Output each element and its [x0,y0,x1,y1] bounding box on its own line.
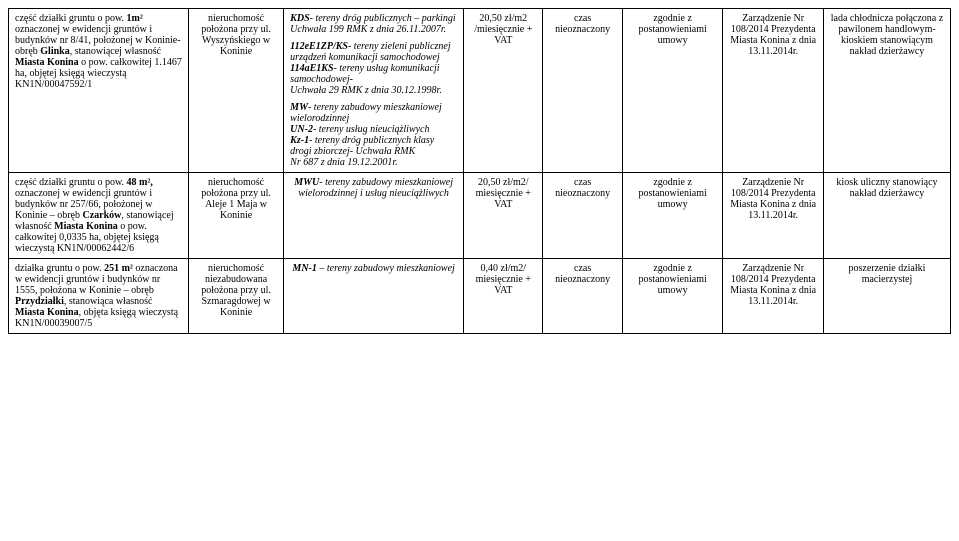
text: 20,50 zł/m2 /miesięcznie + VAT [474,13,532,46]
text: Uchwała 29 RMK z dnia 30.12.1998r. [290,85,457,96]
text: Miasta Konina [15,57,79,68]
table-row: część działki gruntu o pow. 1m² oznaczon… [9,9,951,173]
text: nieruchomość położona przy ul. Aleje 1 M… [201,177,271,221]
cell-description: działka gruntu o pow. 251 m² oznaczona w… [9,259,189,334]
table-row: działka gruntu o pow. 251 m² oznaczona w… [9,259,951,334]
cell-order: Zarządzenie Nr 108/2014 Prezydenta Miast… [723,9,824,173]
text: poszerzenie działki macierzystej [849,263,926,285]
text: MW [290,102,308,113]
text: Glinka [40,46,69,57]
cell-plan: MN-1 – tereny zabudowy mieszkaniowej [284,259,464,334]
text: Zarządzenie Nr 108/2014 Prezydenta Miast… [730,13,816,57]
text: 48 m², [127,177,153,188]
cell-price: 20,50 zł/m2 /miesięcznie + VAT [464,9,543,173]
property-table: część działki gruntu o pow. 1m² oznaczon… [8,8,951,334]
text: - tereny dróg publicznych klasy drogi zb… [290,135,434,157]
cell-location: nieruchomość położona przy ul. Aleje 1 M… [188,173,283,259]
cell-description: część działki gruntu o pow. 48 m², oznac… [9,173,189,259]
text: - tereny zabudowy mieszkaniowej wielorod… [290,102,442,124]
text: Zarządzenie Nr 108/2014 Prezydenta Miast… [730,177,816,221]
text: Zarządzenie Nr 108/2014 Prezydenta Miast… [730,263,816,307]
text: zgodnie z postanowieniami umowy [638,177,706,210]
text: UN-2 [290,124,313,135]
text: - tereny zabudowy mieszkaniowej wielorod… [298,177,453,199]
cell-plan: MWU- tereny zabudowy mieszkaniowej wielo… [284,173,464,259]
cell-plan: KDS- tereny dróg publicznych – parkingi … [284,9,464,173]
text: - tereny dróg publicznych – parkingi [310,13,456,24]
text: czas nieoznaczony [555,263,610,285]
cell-conditions: zgodnie z postanowieniami umowy [622,173,723,259]
cell-term: czas nieoznaczony [543,259,622,334]
cell-term: czas nieoznaczony [543,173,622,259]
table-row: część działki gruntu o pow. 48 m², oznac… [9,173,951,259]
text: Przydziałki [15,296,64,307]
text: MWU [294,177,319,188]
text: nieruchomość położona przy ul. Wyszyński… [201,13,271,57]
cell-purpose: poszerzenie działki macierzystej [823,259,950,334]
text: nieruchomość niezabudowana położona przy… [201,263,271,318]
text: Miasta Konina [54,221,118,232]
text: 251 m² [104,263,135,274]
cell-purpose: lada chłodnicza połączona z pawilonem ha… [823,9,950,173]
text: Nr 687 z dnia 19.12.2001r. [290,157,457,168]
cell-price: 20,50 zł/m2/ miesięcznie + VAT [464,173,543,259]
text: Miasta Konina [15,307,79,318]
text: czas nieoznaczony [555,177,610,199]
cell-conditions: zgodnie z postanowieniami umowy [622,9,723,173]
text: Czarków [83,210,122,221]
text: lada chłodnicza połączona z pawilonem ha… [831,13,943,57]
text: 1m² [127,13,143,24]
cell-description: część działki gruntu o pow. 1m² oznaczon… [9,9,189,173]
text: KDS [290,13,309,24]
text: 112eE1ZP/KS [290,41,348,52]
cell-location: nieruchomość położona przy ul. Wyszyński… [188,9,283,173]
text: kiosk uliczny stanowiący nakład dzierżaw… [836,177,937,199]
text: zgodnie z postanowieniami umowy [638,13,706,46]
cell-term: czas nieoznaczony [543,9,622,173]
text: 0,40 zł/m2/ miesięcznie + VAT [476,263,531,296]
text: czas nieoznaczony [555,13,610,35]
text: Kz-1 [290,135,309,146]
text: działka gruntu o pow. [15,263,104,274]
text: zgodnie z postanowieniami umowy [638,263,706,296]
text: 114aE1KS [290,63,333,74]
text: Uchwała 199 RMK z dnia 26.11.2007r. [290,24,457,35]
text: - tereny usług nieuciążliwych [313,124,430,135]
text: 20,50 zł/m2/ miesięcznie + VAT [476,177,531,210]
cell-location: nieruchomość niezabudowana położona przy… [188,259,283,334]
text: – tereny zabudowy mieszkaniowej [317,263,455,274]
text: , stanowiąca własność [64,296,153,307]
cell-purpose: kiosk uliczny stanowiący nakład dzierżaw… [823,173,950,259]
text: część działki gruntu o pow. [15,177,127,188]
cell-order: Zarządzenie Nr 108/2014 Prezydenta Miast… [723,173,824,259]
cell-price: 0,40 zł/m2/ miesięcznie + VAT [464,259,543,334]
cell-conditions: zgodnie z postanowieniami umowy [622,259,723,334]
text: , stanowiącej własność [70,46,161,57]
text: część działki gruntu o pow. [15,13,124,24]
cell-order: Zarządzenie Nr 108/2014 Prezydenta Miast… [723,259,824,334]
text: MN-1 [292,263,316,274]
